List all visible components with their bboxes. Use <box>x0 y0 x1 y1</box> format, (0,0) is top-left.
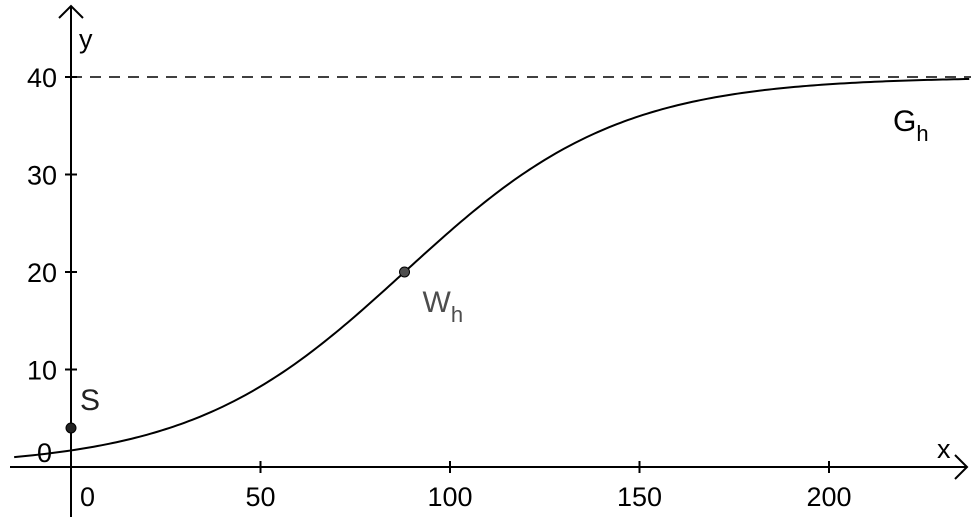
x-tick-label: 200 <box>806 482 851 512</box>
point-label-w: Wh <box>423 286 464 327</box>
x-tick-label: 50 <box>245 482 275 512</box>
y-axis-label: y <box>79 24 93 54</box>
y-tick-label: 10 <box>27 356 57 386</box>
curve-label-main: G <box>893 105 916 138</box>
point-w <box>399 266 411 278</box>
y-axis-arrow <box>58 4 84 19</box>
curve-label-sub: h <box>916 121 928 146</box>
y-tick-label: 20 <box>27 258 57 288</box>
point-label-sub: h <box>451 302 463 327</box>
x-tick-label: 0 <box>80 482 95 512</box>
point-label-s: S <box>80 384 100 417</box>
x-tick-label: 150 <box>617 482 662 512</box>
x-tick-label: 100 <box>427 482 472 512</box>
points: S Wh <box>65 266 464 434</box>
x-axis-arrow <box>954 454 969 480</box>
point-label-main: S <box>80 384 100 417</box>
x-axis-label: x <box>937 434 951 464</box>
curve-label: Gh <box>893 105 929 146</box>
curve-g-h <box>14 77 970 459</box>
point-s <box>65 422 77 434</box>
axis-ticks: 0 50 100 150 200 10 20 30 40 <box>27 63 852 512</box>
y-tick-label: 40 <box>27 63 57 93</box>
y-tick-label: 30 <box>27 161 57 191</box>
point-label-main: W <box>423 286 452 319</box>
